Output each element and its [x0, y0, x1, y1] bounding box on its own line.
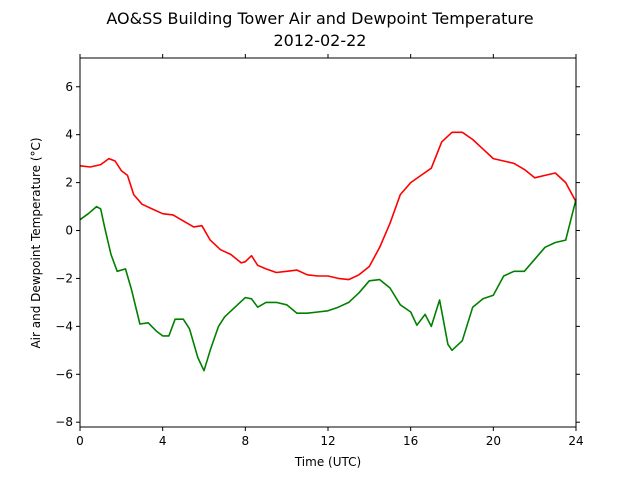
series-line-0 — [79, 131, 577, 281]
x-tick-label: 24 — [568, 434, 583, 448]
y-axis-label: Air and Dewpoint Temperature (°C) — [29, 137, 43, 348]
chart-title: AO&SS Building Tower Air and Dewpoint Te… — [106, 9, 533, 28]
series-line-1 — [79, 199, 577, 372]
y-tick-label: 0 — [65, 224, 73, 238]
x-tick-label: 8 — [242, 434, 250, 448]
x-axis-label: Time (UTC) — [294, 455, 361, 469]
y-tick-label: 6 — [65, 80, 73, 94]
y-tick-label: −4 — [55, 319, 73, 333]
y-tick-label: −2 — [55, 271, 73, 285]
y-tick-label: −6 — [55, 367, 73, 381]
x-tick-label: 0 — [76, 434, 84, 448]
y-tick-label: 2 — [65, 176, 73, 190]
x-tick-label: 16 — [403, 434, 418, 448]
y-tick-label: 4 — [65, 128, 73, 142]
y-tick-label: −8 — [55, 415, 73, 429]
x-tick-label: 20 — [486, 434, 501, 448]
plot-frame — [79, 57, 577, 428]
x-tick-label: 4 — [159, 434, 167, 448]
x-tick-label: 12 — [320, 434, 335, 448]
chart-subtitle: 2012-02-22 — [274, 31, 367, 50]
series-layer — [79, 131, 577, 372]
